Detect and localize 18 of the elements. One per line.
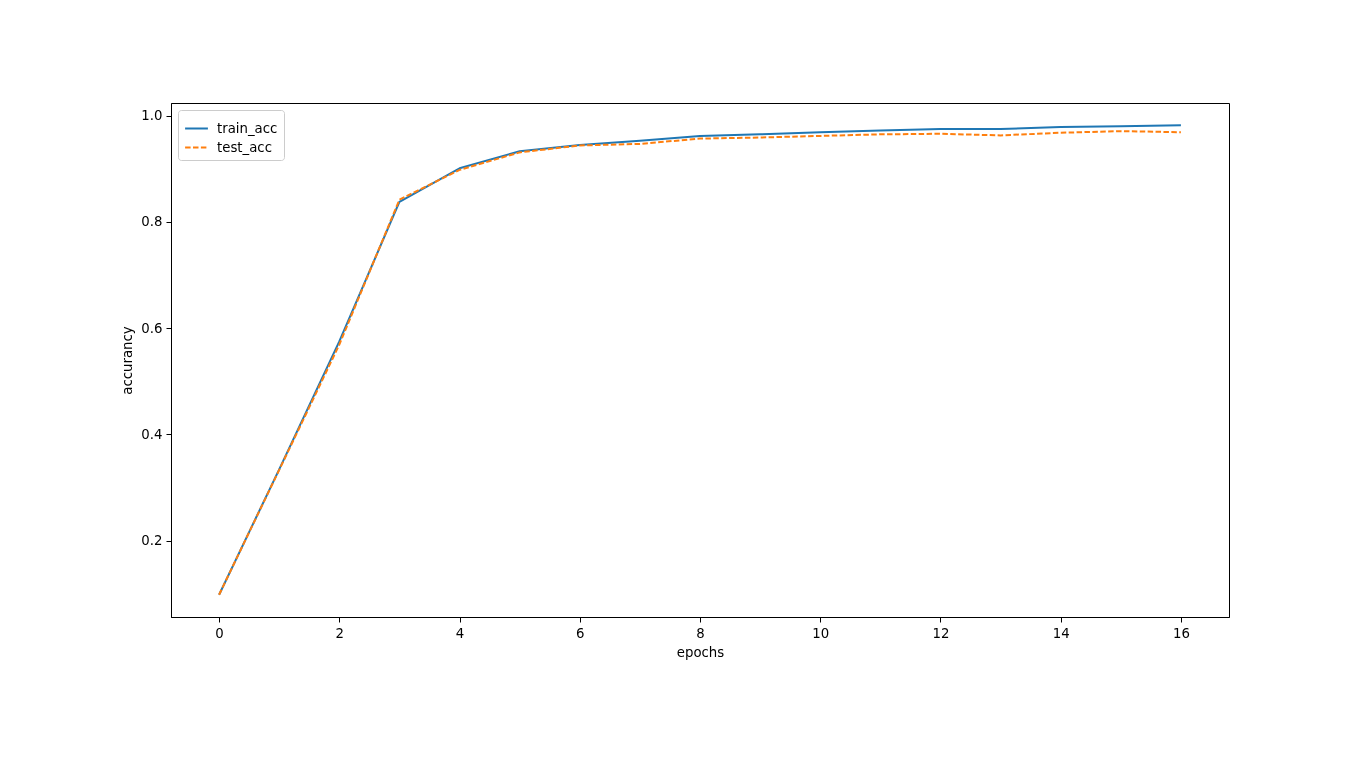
x-tick-label: 0 <box>215 625 224 641</box>
y-axis-title: accurancy <box>120 326 136 395</box>
legend-label: test_acc <box>217 139 272 155</box>
x-tick-label: 2 <box>335 625 345 641</box>
y-tick-label: 0.8 <box>141 214 163 230</box>
x-tick-label: 6 <box>576 625 585 641</box>
x-tick-label: 14 <box>1052 625 1070 641</box>
x-tick-label: 16 <box>1172 625 1190 641</box>
x-tick-label: 10 <box>812 625 830 641</box>
legend-label: train_acc <box>217 120 278 136</box>
y-tick-label: 0.6 <box>141 320 163 336</box>
x-tick-label: 8 <box>696 625 705 641</box>
x-tick-label: 4 <box>455 625 465 641</box>
x-axis-title: epochs <box>676 644 725 660</box>
x-tick-label: 12 <box>932 625 950 641</box>
y-tick-label: 0.4 <box>141 426 163 442</box>
y-tick-label: 1.0 <box>141 108 163 124</box>
y-tick-label: 0.2 <box>141 533 163 549</box>
